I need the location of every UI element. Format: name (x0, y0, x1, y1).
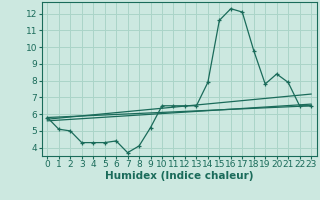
X-axis label: Humidex (Indice chaleur): Humidex (Indice chaleur) (105, 171, 253, 181)
